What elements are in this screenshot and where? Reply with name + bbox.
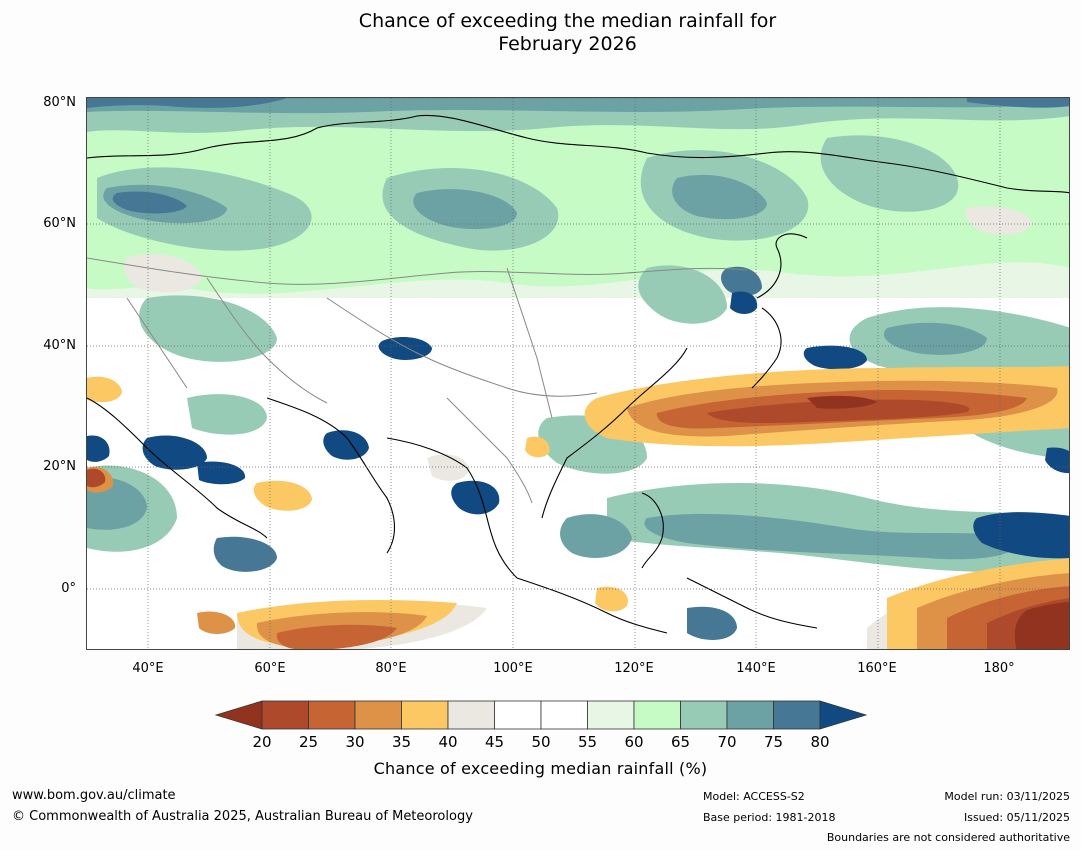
colorbar-tick: 70: [717, 733, 737, 751]
base-period-text: Base period: 1981-2018: [703, 811, 836, 824]
colorbar-tick: 30: [345, 733, 365, 751]
issued-text: Issued: 05/11/2025: [963, 811, 1070, 824]
colorbar-tick: 75: [763, 733, 784, 751]
rainfall-probability-map: [86, 97, 1070, 650]
zone-75-80: [87, 98, 1069, 640]
colorbar-segment-55-60: [587, 700, 635, 730]
coastlines: [87, 114, 1069, 634]
colorbar-segment-30-35: [354, 700, 402, 730]
colorbar-tick: 80: [810, 733, 830, 751]
colorbar-tick: 25: [298, 733, 319, 751]
map-canvas: [87, 98, 1069, 649]
title-line-2: February 2026: [498, 33, 637, 55]
colorbar-tick: 35: [391, 733, 412, 751]
colorbar-segment-70-75: [726, 700, 774, 730]
colorbar-segment-65-70: [680, 700, 728, 730]
lon-label-80e: 80°E: [375, 661, 407, 676]
lat-label-60n: 60°N: [43, 216, 76, 231]
colorbar: [214, 700, 868, 730]
lon-label-160e: 160°E: [857, 661, 897, 676]
colorbar-tick: 20: [252, 733, 272, 751]
colorbar-segment-45-50: [494, 700, 542, 730]
lon-label-120e: 120°E: [614, 661, 654, 676]
zone-above-80: [87, 291, 1069, 559]
website-link[interactable]: www.bom.gov.au/climate: [12, 788, 176, 803]
colorbar-segment-60-65: [633, 700, 681, 730]
lon-label-40e: 40°E: [132, 661, 164, 676]
colorbar-segment-below-20: [214, 700, 263, 730]
lat-label-20n: 20°N: [43, 459, 76, 474]
colorbar-tick: 55: [577, 733, 598, 751]
colorbar-segment-above-80: [819, 700, 868, 730]
colorbar-tick: 65: [670, 733, 691, 751]
model-text: Model: ACCESS-S2: [703, 790, 805, 803]
graticule: [87, 98, 1069, 649]
colorbar-segment-35-40: [401, 700, 449, 730]
colorbar-segment-50-55: [540, 700, 588, 730]
lon-label-140e: 140°E: [736, 661, 776, 676]
colorbar-segment-20-25: [261, 700, 309, 730]
lat-label-80n: 80°N: [43, 95, 76, 110]
colorbar-segment-25-30: [308, 700, 356, 730]
country-borders: [87, 257, 748, 504]
colorbar-segment-40-45: [447, 700, 495, 730]
colorbar-tick: 45: [484, 733, 505, 751]
lon-label-180: 180°: [983, 661, 1015, 676]
colorbar-tick: 50: [531, 733, 551, 751]
title-line-1: Chance of exceeding the median rainfall …: [358, 10, 777, 32]
zone-below-20: [807, 395, 1069, 649]
colorbar-title: Chance of exceeding median rainfall (%): [373, 759, 708, 778]
lat-label-40n: 40°N: [43, 338, 76, 353]
lon-label-60e: 60°E: [254, 661, 286, 676]
lat-label-0: 0°: [61, 581, 76, 596]
boundaries-disclaimer: Boundaries are not considered authoritat…: [826, 831, 1070, 844]
colorbar-segment-75-80: [773, 700, 821, 730]
map-title: Chance of exceeding the median rainfall …: [0, 10, 1081, 56]
colorbar-tick: 60: [624, 733, 644, 751]
copyright-text: © Commonwealth of Australia 2025, Austra…: [12, 809, 473, 824]
lon-label-100e: 100°E: [493, 661, 533, 676]
colorbar-tick: 40: [438, 733, 458, 751]
model-run-text: Model run: 03/11/2025: [944, 790, 1070, 803]
